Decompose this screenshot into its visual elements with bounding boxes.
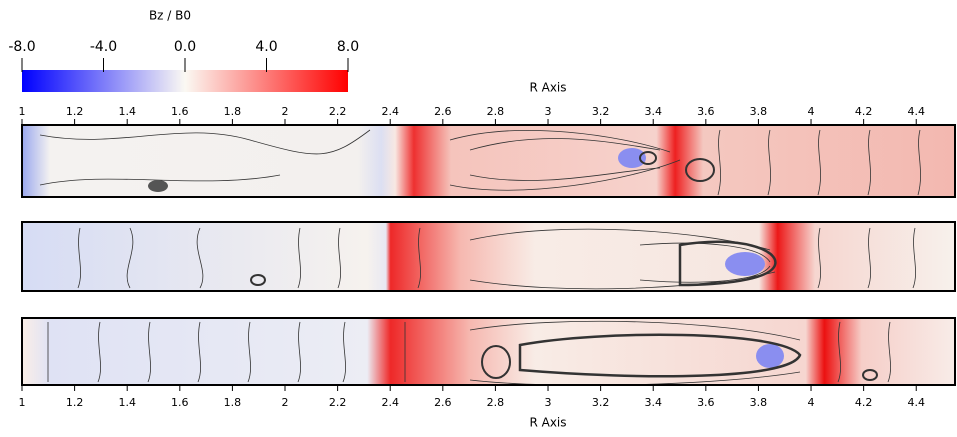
x-tick-label: 2.4 bbox=[381, 105, 399, 118]
x-tick-label: 1 bbox=[19, 105, 26, 118]
x-tick-label: 1.4 bbox=[118, 396, 136, 409]
colorbar-tick-label: 0.0 bbox=[174, 39, 196, 55]
x-tick-label: 4 bbox=[808, 396, 815, 409]
x-tick-label: 2 bbox=[282, 105, 289, 118]
x-tick-label: 3.6 bbox=[697, 105, 715, 118]
x-tick-label: 4.2 bbox=[855, 396, 873, 409]
x-tick-label: 2.6 bbox=[434, 396, 452, 409]
x-tick-label: 2.8 bbox=[487, 105, 505, 118]
x-tick-label: 2.2 bbox=[329, 105, 347, 118]
x-tick-label: 3.4 bbox=[644, 105, 662, 118]
x-tick-label: 2.6 bbox=[434, 105, 452, 118]
x-tick-label: 2.4 bbox=[381, 396, 399, 409]
colorbar-title: Bz / B0 bbox=[149, 9, 191, 23]
x-tick-label: 4 bbox=[808, 105, 815, 118]
x-tick-label: 3.2 bbox=[592, 105, 610, 118]
x-tick-label: 1.4 bbox=[118, 105, 136, 118]
colorbar-tick-label: -4.0 bbox=[90, 39, 117, 55]
panel bbox=[21, 221, 956, 292]
x-tick-label: 2.8 bbox=[487, 396, 505, 409]
colorbar-tick-label: 4.0 bbox=[255, 39, 277, 55]
x-tick-label: 3 bbox=[545, 396, 552, 409]
x-axis-title: R Axis bbox=[529, 416, 566, 430]
x-tick-label: 3.8 bbox=[750, 105, 768, 118]
x-tick-label: 1.6 bbox=[171, 105, 189, 118]
x-tick-label: 1.8 bbox=[224, 105, 242, 118]
x-tick-label: 1 bbox=[19, 396, 26, 409]
x-tick-label: 3.2 bbox=[592, 396, 610, 409]
x-tick-label: 1.2 bbox=[66, 396, 84, 409]
colorbar-tick-label: 8.0 bbox=[337, 39, 359, 55]
x-tick-label: 3 bbox=[545, 105, 552, 118]
x-tick-label: 4.4 bbox=[907, 105, 925, 118]
x-tick-label: 3.8 bbox=[750, 396, 768, 409]
x-tick-label: 2.2 bbox=[329, 396, 347, 409]
x-tick-label: 3.4 bbox=[644, 396, 662, 409]
panel bbox=[21, 317, 956, 386]
x-axis-title: R Axis bbox=[529, 81, 566, 95]
panel bbox=[21, 124, 956, 198]
x-tick-label: 4.4 bbox=[907, 396, 925, 409]
x-tick-label: 3.6 bbox=[697, 396, 715, 409]
x-tick-label: 2 bbox=[282, 396, 289, 409]
x-tick-label: 1.8 bbox=[224, 396, 242, 409]
x-tick-label: 1.2 bbox=[66, 105, 84, 118]
colorbar bbox=[22, 70, 348, 92]
colorbar-tick-label: -8.0 bbox=[8, 39, 35, 55]
x-tick-label: 4.2 bbox=[855, 105, 873, 118]
x-tick-label: 1.6 bbox=[171, 396, 189, 409]
